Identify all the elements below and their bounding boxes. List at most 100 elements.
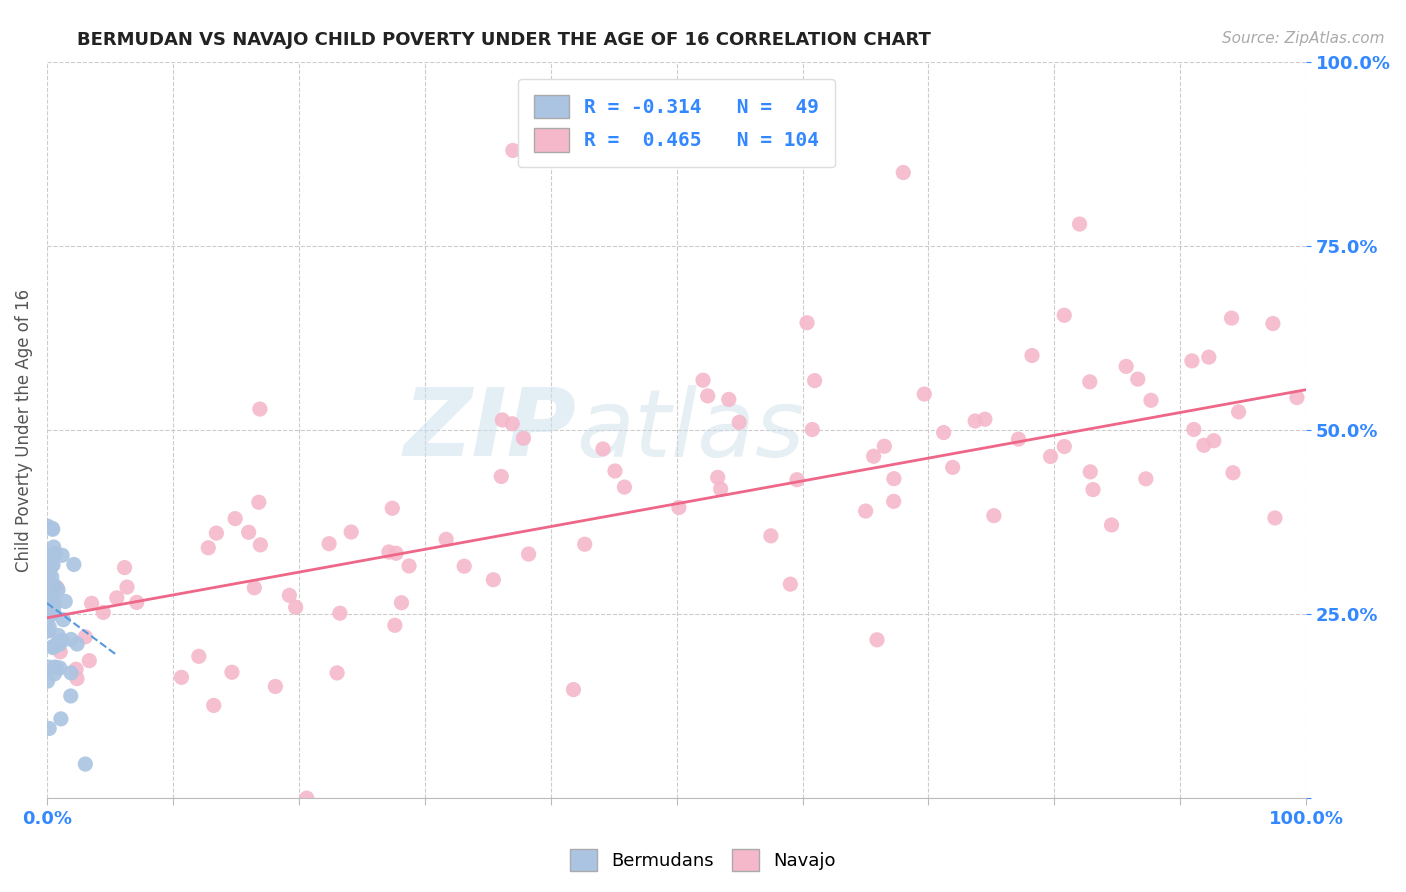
Point	[1007, 432, 1029, 446]
Point	[39, 608, 62, 623]
Point	[974, 412, 997, 426]
Point	[340, 524, 363, 539]
Point	[710, 482, 733, 496]
Point	[706, 470, 728, 484]
Point	[42, 640, 65, 655]
Point	[114, 560, 136, 574]
Point	[42, 540, 65, 554]
Point	[603, 464, 626, 478]
Point	[502, 144, 524, 158]
Point	[37, 623, 59, 637]
Point	[59, 689, 82, 703]
Point	[115, 580, 138, 594]
Point	[1192, 438, 1215, 452]
Point	[41, 522, 63, 536]
Point	[1264, 511, 1286, 525]
Point	[80, 596, 103, 610]
Point	[932, 425, 955, 440]
Point	[221, 665, 243, 680]
Point	[38, 722, 60, 736]
Text: atlas: atlas	[576, 384, 804, 475]
Point	[690, 114, 713, 128]
Point	[79, 654, 101, 668]
Point	[1182, 422, 1205, 436]
Point	[1140, 393, 1163, 408]
Point	[39, 584, 62, 599]
Point	[796, 316, 818, 330]
Point	[1285, 391, 1308, 405]
Point	[42, 580, 65, 594]
Point	[786, 473, 808, 487]
Point	[1081, 483, 1104, 497]
Point	[501, 417, 523, 431]
Point	[759, 529, 782, 543]
Point	[883, 472, 905, 486]
Point	[249, 538, 271, 552]
Point	[284, 600, 307, 615]
Point	[202, 698, 225, 713]
Point	[75, 757, 97, 772]
Point	[278, 588, 301, 602]
Point	[46, 582, 69, 597]
Point	[512, 431, 534, 445]
Point	[326, 665, 349, 680]
Point	[41, 596, 63, 610]
Point	[453, 559, 475, 574]
Point	[574, 537, 596, 551]
Point	[52, 613, 75, 627]
Y-axis label: Child Poverty Under the Age of 16: Child Poverty Under the Age of 16	[15, 289, 32, 572]
Point	[1039, 450, 1062, 464]
Text: BERMUDAN VS NAVAJO CHILD POVERTY UNDER THE AGE OF 16 CORRELATION CHART: BERMUDAN VS NAVAJO CHILD POVERTY UNDER T…	[77, 31, 931, 49]
Point	[517, 547, 540, 561]
Point	[42, 605, 65, 619]
Point	[66, 672, 89, 686]
Point	[38, 566, 60, 581]
Point	[801, 423, 824, 437]
Point	[41, 559, 63, 574]
Point	[65, 662, 87, 676]
Point	[1069, 217, 1091, 231]
Point	[1053, 308, 1076, 322]
Point	[125, 595, 148, 609]
Point	[866, 632, 889, 647]
Point	[39, 549, 62, 564]
Point	[53, 594, 76, 608]
Point	[855, 504, 877, 518]
Point	[803, 374, 825, 388]
Point	[249, 402, 271, 417]
Point	[434, 533, 457, 547]
Point	[41, 590, 63, 604]
Point	[42, 596, 65, 610]
Point	[613, 480, 636, 494]
Point	[295, 791, 318, 805]
Point	[398, 558, 420, 573]
Point	[1101, 518, 1123, 533]
Point	[482, 573, 505, 587]
Point	[779, 577, 801, 591]
Point	[39, 576, 62, 591]
Point	[1181, 354, 1204, 368]
Point	[391, 596, 413, 610]
Point	[38, 660, 60, 674]
Point	[37, 519, 59, 533]
Point	[75, 630, 97, 644]
Point	[491, 469, 513, 483]
Point	[592, 442, 614, 456]
Point	[170, 670, 193, 684]
Point	[1078, 375, 1101, 389]
Point	[243, 581, 266, 595]
Point	[912, 387, 935, 401]
Text: Source: ZipAtlas.com: Source: ZipAtlas.com	[1222, 31, 1385, 46]
Point	[42, 640, 65, 654]
Point	[49, 712, 72, 726]
Point	[51, 633, 73, 648]
Point	[41, 570, 63, 584]
Point	[692, 373, 714, 387]
Point	[862, 449, 884, 463]
Point	[37, 674, 59, 689]
Point	[1227, 405, 1250, 419]
Point	[187, 649, 209, 664]
Point	[63, 558, 86, 572]
Point	[105, 591, 128, 605]
Legend: R = -0.314   N =  49, R =  0.465   N = 104: R = -0.314 N = 49, R = 0.465 N = 104	[519, 79, 835, 168]
